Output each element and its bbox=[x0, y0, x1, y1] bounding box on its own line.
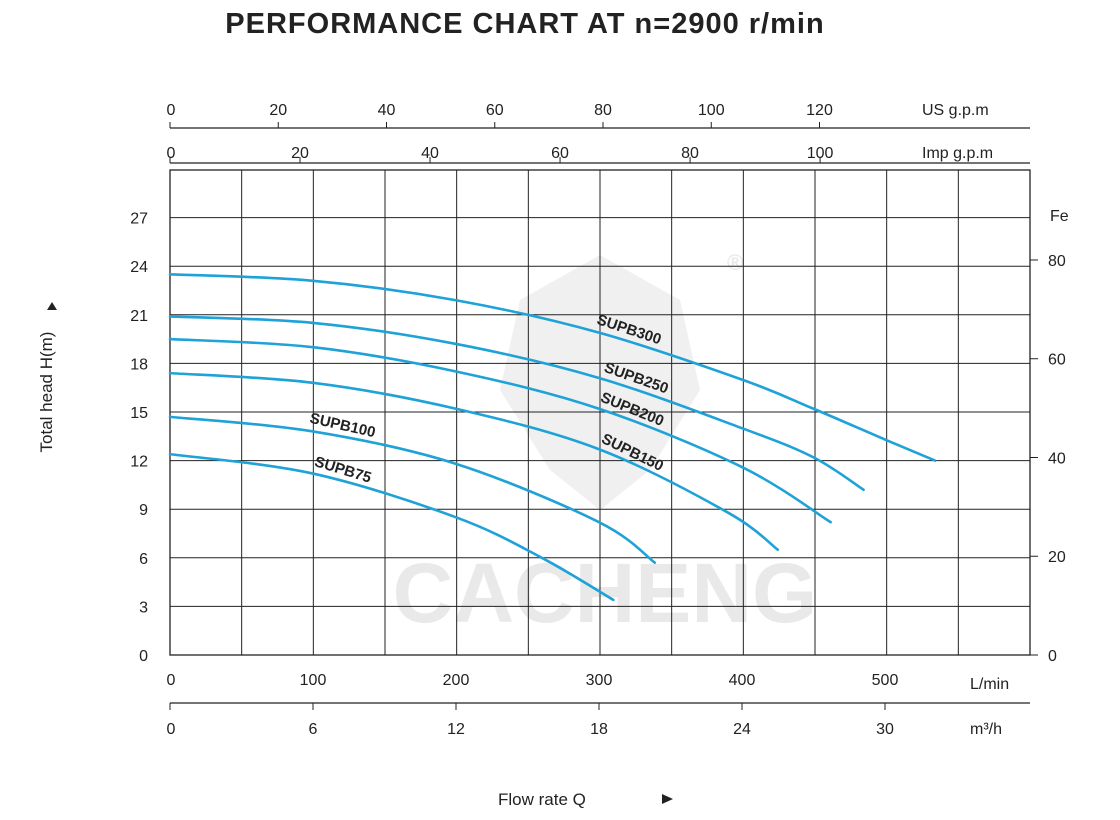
us-gpm-tick-label: 100 bbox=[698, 102, 725, 119]
imp-gpm-tick-label: 0 bbox=[167, 145, 176, 162]
y-tick-label: 9 bbox=[139, 502, 148, 519]
m3h-tick-label: 30 bbox=[876, 721, 894, 738]
y-tick-label: 12 bbox=[130, 454, 148, 471]
watermark-text: CACHENG bbox=[393, 546, 818, 640]
imp-gpm-tick-label: 100 bbox=[807, 145, 834, 162]
us-gpm-tick-label: 120 bbox=[806, 102, 833, 119]
grid bbox=[169, 169, 1031, 656]
feet-tick-label: 80 bbox=[1048, 253, 1066, 270]
m3h-unit-label: m³/h bbox=[970, 721, 1002, 738]
m3h-tick-label: 0 bbox=[167, 721, 176, 738]
y-axis-label: Total head H(m) bbox=[37, 332, 56, 453]
supb200-curve bbox=[168, 337, 832, 524]
x-axis-arrow-icon bbox=[662, 794, 673, 804]
y-tick-label: 6 bbox=[139, 551, 148, 568]
imp-gpm-tick-label: 80 bbox=[681, 145, 699, 162]
y-tick-label: 18 bbox=[130, 356, 148, 373]
m3h-tick-label: 12 bbox=[447, 721, 465, 738]
m3h-tick-label: 18 bbox=[590, 721, 608, 738]
supb150-curve bbox=[168, 371, 780, 551]
lmin-tick-label: 0 bbox=[167, 672, 176, 689]
imp-gpm-tick-label: 20 bbox=[291, 145, 309, 162]
registered-mark: ® bbox=[727, 250, 743, 275]
imp-gpm-tick-label: 60 bbox=[551, 145, 569, 162]
imp-gpm-tick-label: 40 bbox=[421, 145, 439, 162]
imp-gpm-unit-label: Imp g.p.m bbox=[922, 145, 993, 162]
lmin-tick-label: 300 bbox=[586, 672, 613, 689]
lmin-tick-label: 500 bbox=[872, 672, 899, 689]
y-tick-label: 0 bbox=[139, 648, 148, 665]
y-tick-label: 27 bbox=[130, 211, 148, 228]
y-tick-label: 24 bbox=[130, 259, 148, 276]
feet-axis-label: Fe bbox=[1050, 208, 1069, 225]
lmin-tick-label: 100 bbox=[300, 672, 327, 689]
us-gpm-unit-label: US g.p.m bbox=[922, 102, 989, 119]
lmin-tick-label: 200 bbox=[443, 672, 470, 689]
y-tick-label: 3 bbox=[139, 599, 148, 616]
series bbox=[168, 273, 937, 602]
feet-tick-label: 20 bbox=[1048, 549, 1066, 566]
feet-tick-label: 40 bbox=[1048, 450, 1066, 467]
feet-tick-label: 0 bbox=[1048, 648, 1057, 665]
chart-title: PERFORMANCE CHART AT n=2900 r/min bbox=[225, 8, 825, 40]
us-gpm-tick-label: 80 bbox=[594, 102, 612, 119]
m3h-tick-label: 24 bbox=[733, 721, 751, 738]
lmin-unit-label: L/min bbox=[970, 676, 1009, 693]
supb250-curve bbox=[168, 315, 865, 492]
supb100-curve bbox=[168, 415, 657, 564]
lmin-tick-label: 400 bbox=[729, 672, 756, 689]
us-gpm-tick-label: 40 bbox=[378, 102, 396, 119]
x-axis-label: Flow rate Q bbox=[498, 790, 586, 809]
supb75-curve bbox=[168, 452, 615, 602]
supb300-curve bbox=[168, 273, 937, 462]
feet-tick-label: 60 bbox=[1048, 352, 1066, 369]
us-gpm-tick-label: 20 bbox=[269, 102, 287, 119]
us-gpm-tick-label: 60 bbox=[486, 102, 504, 119]
y-axis-arrow-icon bbox=[47, 302, 57, 310]
us-gpm-tick-label: 0 bbox=[167, 102, 176, 119]
y-tick-label: 15 bbox=[130, 405, 148, 422]
m3h-tick-label: 6 bbox=[309, 721, 318, 738]
y-tick-label: 21 bbox=[130, 308, 148, 325]
